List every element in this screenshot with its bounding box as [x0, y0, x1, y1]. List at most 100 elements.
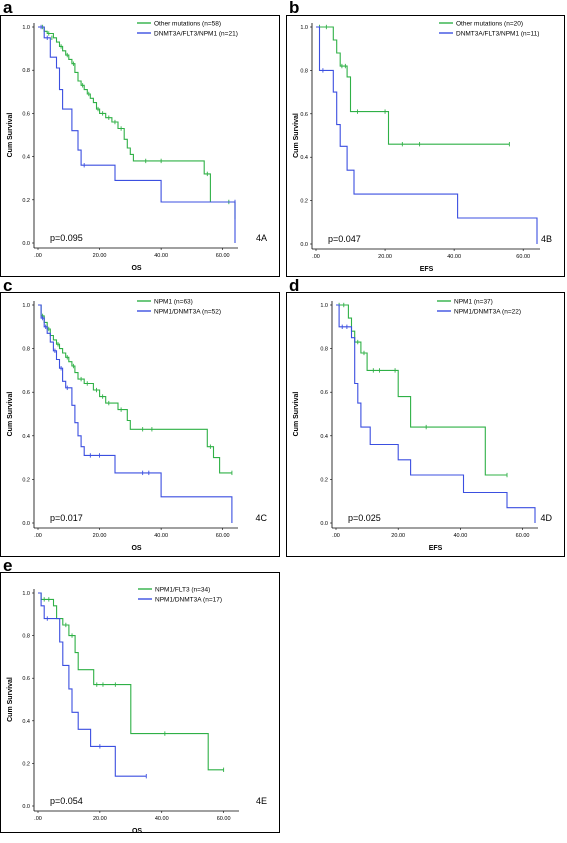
panel-tag: 4E: [256, 796, 267, 806]
legend-label: NPM1/DNMT3A (n=52): [154, 308, 221, 315]
y-tick-label: 0.2: [320, 477, 328, 483]
panel-frame: [0, 15, 280, 277]
panel-tag: 4C: [255, 513, 267, 523]
survival-curve-blue: [38, 26, 236, 243]
panel-tag: 4D: [540, 513, 552, 523]
y-tick-label: 0.0: [300, 242, 308, 248]
y-tick-label: 0.0: [320, 521, 328, 527]
panel-tag: 4B: [541, 234, 552, 244]
x-tick-label: 20.00: [391, 533, 405, 539]
y-axis-label: Cum Survival: [7, 677, 14, 722]
x-tick-label: 40.00: [453, 533, 467, 539]
x-tick-label: 40.00: [154, 253, 168, 259]
survival-curve-blue: [336, 304, 536, 523]
x-tick-label: 60.00: [217, 816, 231, 822]
panel-letter: a: [3, 0, 13, 17]
panel-frame: [286, 292, 565, 557]
panel-letter: b: [289, 0, 299, 17]
legend-label: DNMT3A/FLT3/NPM1 (n=21): [154, 30, 238, 37]
y-tick-label: 1.0: [22, 303, 30, 309]
survival-curve-blue: [316, 26, 538, 244]
legend-label: Other mutations (n=58): [154, 20, 221, 27]
y-tick-label: 0.2: [22, 477, 30, 483]
y-tick-label: 0.0: [22, 804, 30, 810]
x-axis-label: OS: [132, 828, 142, 835]
x-tick-label: .00: [312, 254, 320, 260]
x-axis-label: OS: [131, 265, 141, 272]
legend-label: Other mutations (n=20): [456, 20, 523, 27]
y-tick-label: 0.4: [22, 719, 30, 725]
y-tick-label: 0.8: [300, 68, 308, 74]
p-value: p=0.095: [50, 233, 83, 243]
y-tick-label: 1.0: [22, 591, 30, 597]
y-tick-label: 0.0: [22, 241, 30, 247]
p-value: p=0.047: [328, 234, 361, 244]
y-tick-label: 0.4: [22, 155, 30, 161]
x-tick-label: 60.00: [516, 533, 530, 539]
x-tick-label: 40.00: [154, 533, 168, 539]
panel-e: e 0.0 0.2 0.4 0.6 0.8 1.0 .00 20.00 40.00 60.00 OS C…: [0, 556, 280, 835]
x-tick-label: .00: [34, 533, 42, 539]
x-tick-label: 40.00: [155, 816, 169, 822]
panel-c: c 0.0 0.2 0.4 0.6 0.8 1.0 .00 20.00 40.00 60.00 OS C…: [0, 276, 280, 557]
y-axis-label: Cum Survival: [293, 392, 300, 437]
x-tick-label: 20.00: [378, 254, 392, 260]
p-value: p=0.054: [50, 796, 83, 806]
y-tick-label: 0.6: [300, 112, 308, 118]
legend-label: NPM1 (n=37): [454, 298, 493, 305]
panel-a: a 0.0 0.2 0.4 0.6 0.8 1.0 .00 20.00 40.00 60.00 OS C…: [0, 0, 280, 277]
x-tick-label: 60.00: [516, 254, 530, 260]
panel-frame: [0, 292, 280, 557]
y-axis-label: Cum Survival: [7, 392, 14, 437]
legend-label: NPM1/DNMT3A (n=22): [454, 308, 521, 315]
x-axis-label: EFS: [420, 266, 434, 273]
x-axis-label: OS: [131, 545, 141, 552]
y-axis-label: Cum Survival: [293, 113, 300, 158]
panel-d: d 0.0 0.2 0.4 0.6 0.8 1.0 .00 20.00 40.00 60.00 EFS…: [286, 276, 565, 557]
legend-label: NPM1/DNMT3A (n=17): [155, 596, 222, 603]
survival-curve-green: [316, 26, 510, 145]
x-tick-label: 40.00: [447, 254, 461, 260]
survival-curve-blue: [38, 304, 233, 523]
x-tick-label: .00: [34, 253, 42, 259]
x-axis-label: EFS: [429, 545, 443, 552]
x-tick-label: .00: [332, 533, 340, 539]
survival-curve-blue: [38, 592, 147, 777]
y-tick-label: 0.0: [22, 521, 30, 527]
y-tick-label: 1.0: [22, 25, 30, 31]
y-tick-label: 0.8: [22, 347, 30, 353]
p-value: p=0.017: [50, 513, 83, 523]
y-tick-label: 0.8: [320, 347, 328, 353]
legend-label: NPM1 (n=63): [154, 298, 193, 305]
x-tick-label: 20.00: [93, 816, 107, 822]
survival-curve-green: [38, 592, 224, 771]
y-tick-label: 0.2: [22, 198, 30, 204]
y-tick-label: 0.4: [300, 155, 308, 161]
panel-letter: d: [289, 276, 299, 295]
y-tick-label: 0.2: [300, 199, 308, 205]
p-value: p=0.025: [348, 513, 381, 523]
panel-frame: [286, 15, 565, 277]
legend-label: NPM1/FLT3 (n=34): [155, 586, 210, 593]
y-axis-label: Cum Survival: [7, 113, 14, 158]
y-tick-label: 0.6: [320, 390, 328, 396]
y-tick-label: 0.4: [22, 434, 30, 440]
y-tick-label: 0.8: [22, 68, 30, 74]
survival-curve-green: [336, 304, 507, 476]
survival-curve-green: [38, 26, 236, 220]
x-tick-label: 60.00: [216, 533, 230, 539]
y-tick-label: 1.0: [320, 303, 328, 309]
legend-label: DNMT3A/FLT3/NPM1 (n=11): [456, 30, 539, 37]
y-tick-label: 0.8: [22, 634, 30, 640]
x-tick-label: 20.00: [93, 533, 107, 539]
panel-b: b 0.0 0.2 0.4 0.6 0.8 1.0 .00 20.00 40.00 60.00 EFS…: [286, 0, 565, 277]
y-tick-label: 0.6: [22, 676, 30, 682]
y-tick-label: 0.2: [22, 761, 30, 767]
panel-frame: [0, 572, 280, 833]
y-tick-label: 0.4: [320, 434, 328, 440]
panel-letter: e: [3, 556, 12, 575]
x-tick-label: 60.00: [216, 253, 230, 259]
y-tick-label: 0.6: [22, 111, 30, 117]
y-tick-label: 1.0: [300, 25, 308, 31]
